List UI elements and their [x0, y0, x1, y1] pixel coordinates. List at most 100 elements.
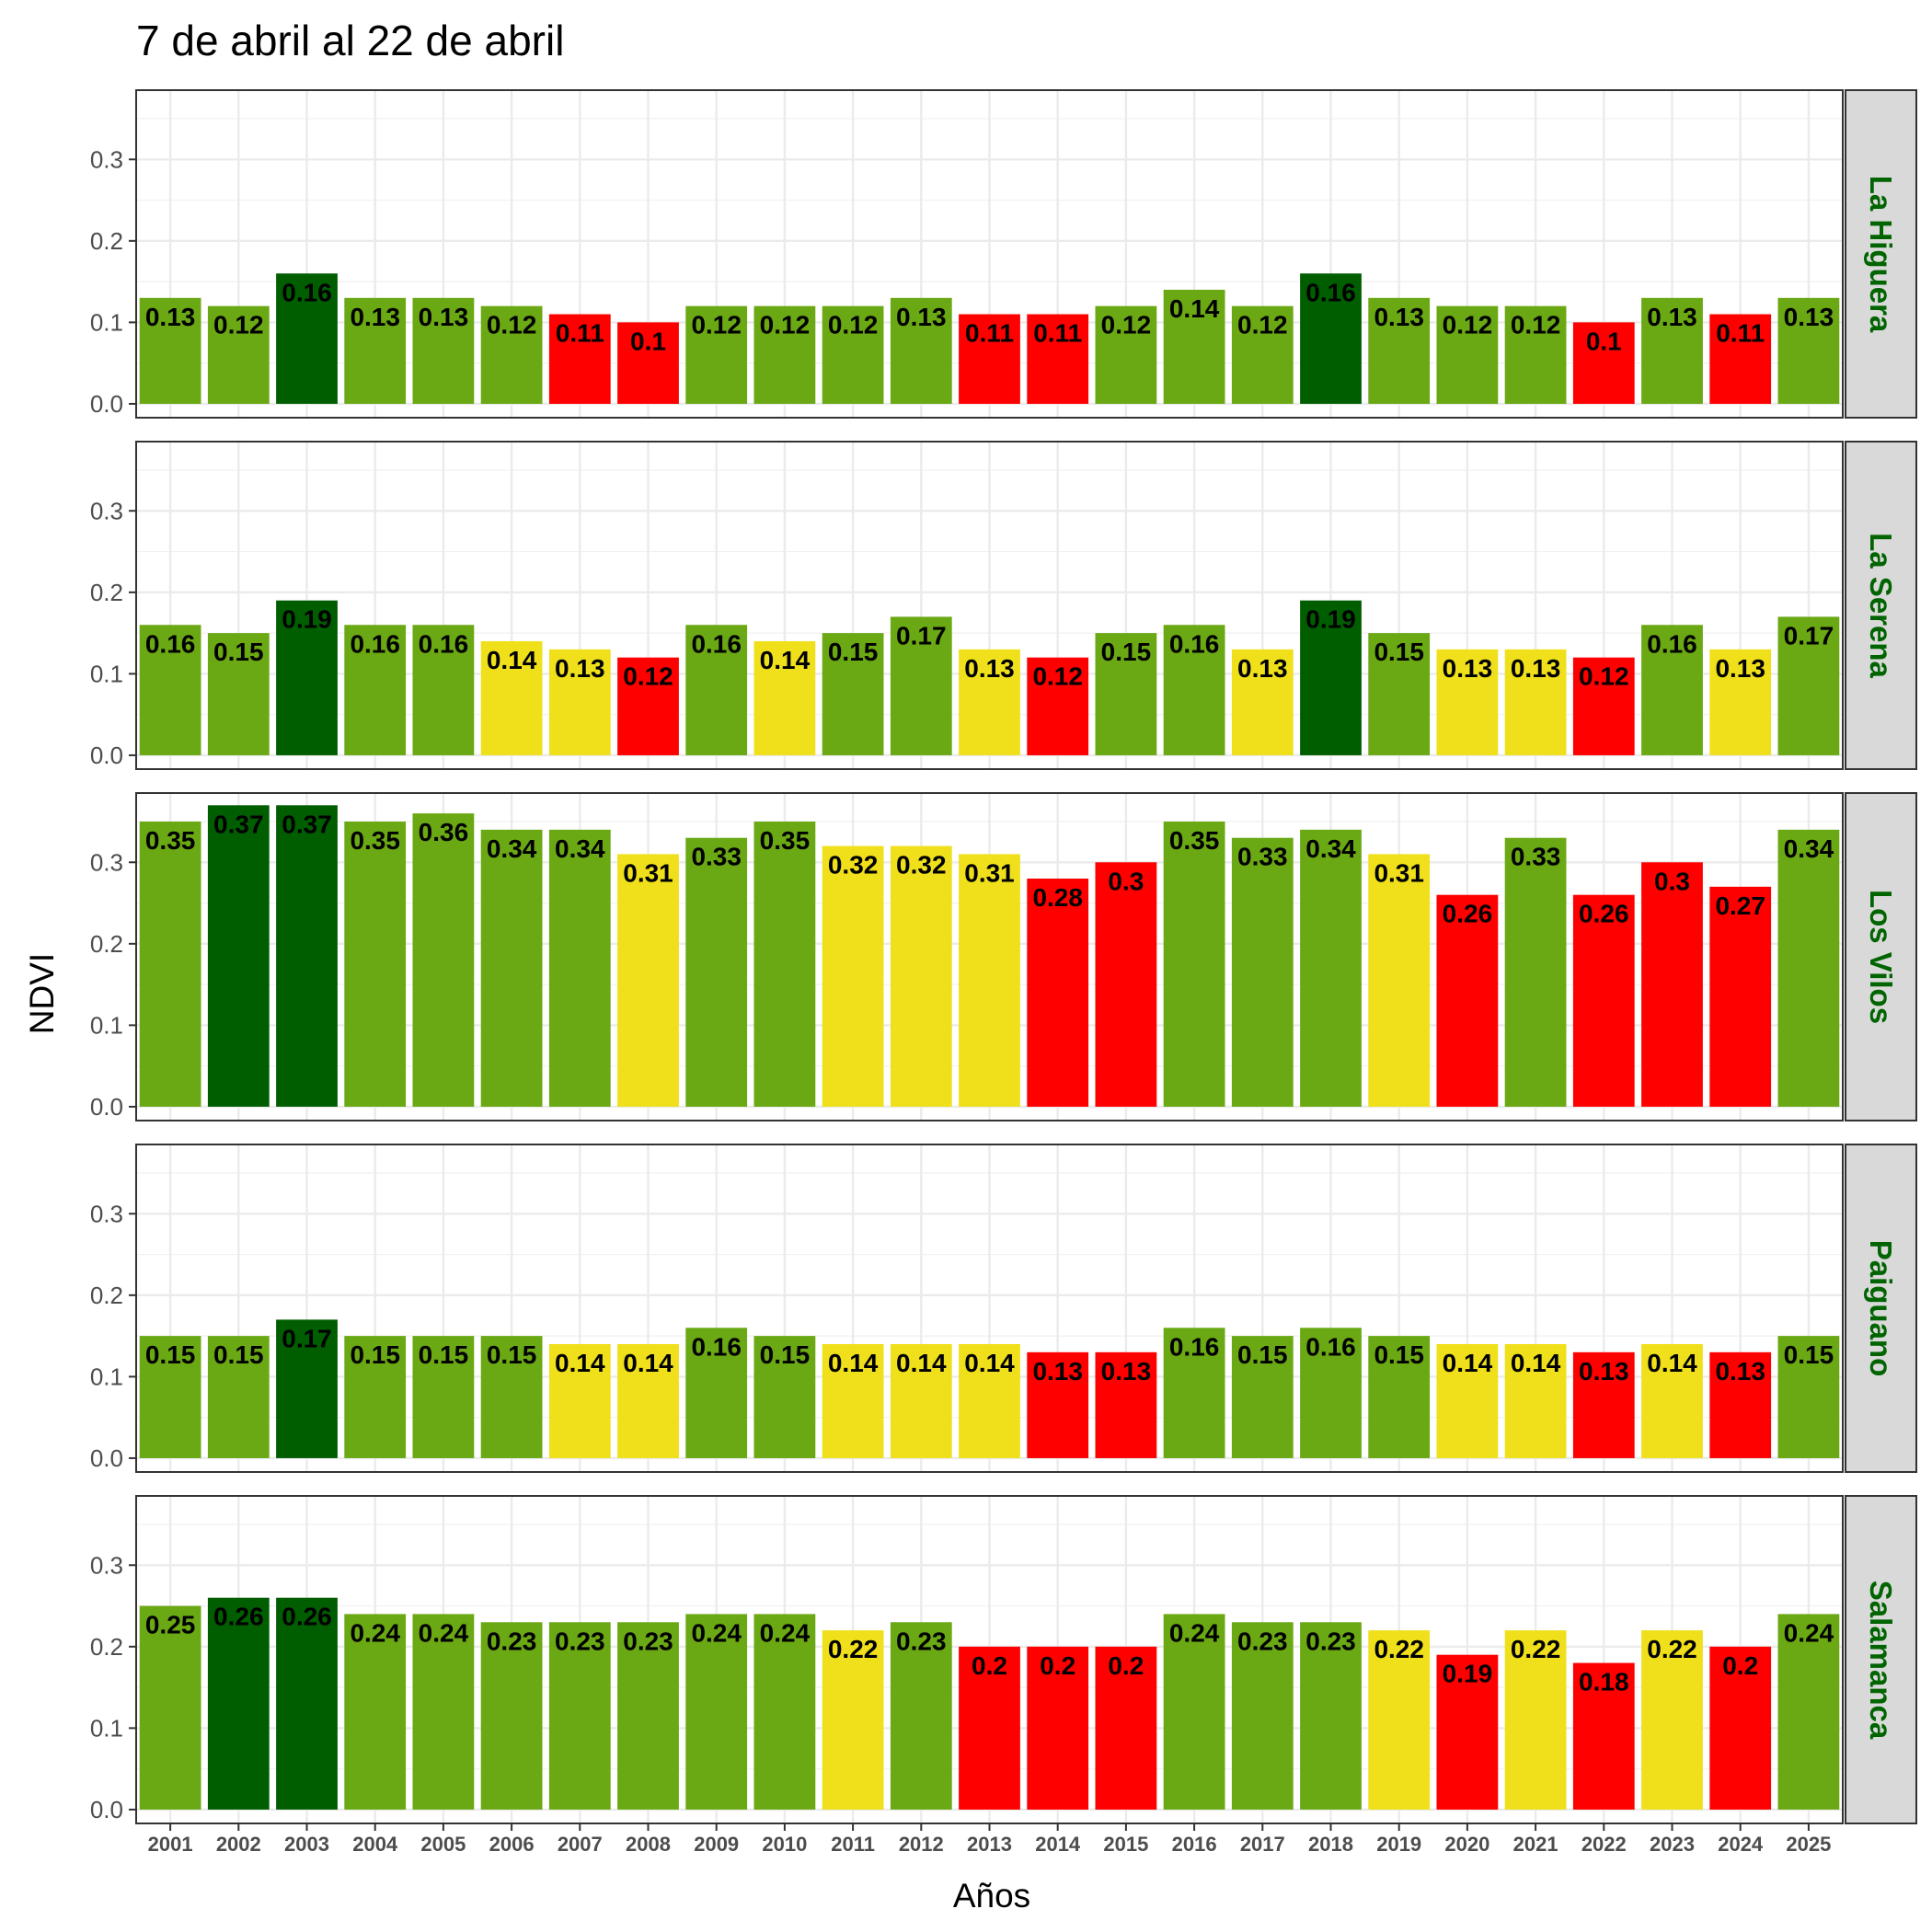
bar-label-la-serena-2001: 0.16 [145, 629, 196, 658]
bar-label-paiguano-2024: 0.13 [1715, 1357, 1765, 1386]
x-tick-label-2010: 2010 [762, 1833, 807, 1856]
bar-la-higuera-2020 [1436, 305, 1499, 404]
bar-label-salamanca-2020: 0.19 [1443, 1660, 1493, 1688]
bar-paiguano-2003 [276, 1319, 338, 1458]
bar-la-higuera-2015 [1095, 305, 1157, 404]
y-tick-label: 0.3 [90, 497, 123, 524]
bar-label-salamanca-2007: 0.23 [555, 1627, 605, 1655]
bar-label-la-serena-2010: 0.14 [760, 646, 811, 674]
bar-label-los-vilos-2010: 0.35 [760, 826, 811, 855]
bar-label-paiguano-2021: 0.14 [1511, 1349, 1561, 1377]
bar-label-paiguano-2005: 0.15 [419, 1340, 469, 1369]
bar-label-paiguano-2023: 0.14 [1647, 1349, 1697, 1377]
facet-label-la-serena: La Serena [1864, 533, 1898, 678]
bar-label-la-higuera-2002: 0.12 [213, 311, 264, 339]
bar-label-la-higuera-2021: 0.12 [1511, 311, 1561, 339]
bar-label-salamanca-2008: 0.23 [623, 1627, 673, 1655]
y-tick-label: 0.1 [90, 1011, 123, 1039]
x-tick-label-2008: 2008 [626, 1833, 671, 1856]
bar-la-serena-2022 [1572, 657, 1635, 755]
bar-label-la-higuera-2018: 0.16 [1305, 278, 1356, 306]
bar-salamanca-2009 [685, 1614, 748, 1810]
bar-label-la-serena-2018: 0.19 [1305, 605, 1356, 634]
bar-la-serena-2025 [1777, 616, 1840, 755]
bar-la-higuera-2008 [617, 322, 679, 404]
bar-label-la-higuera-2014: 0.11 [1033, 319, 1082, 348]
panel-border [135, 1144, 1844, 1473]
bar-paiguano-2025 [1777, 1336, 1840, 1458]
bar-los-vilos-2008 [617, 854, 679, 1107]
bar-label-los-vilos-2012: 0.32 [896, 851, 947, 880]
bar-label-la-higuera-2024: 0.11 [1716, 319, 1765, 348]
bar-label-la-higuera-2011: 0.12 [828, 311, 879, 339]
panel-border [135, 89, 1844, 419]
bar-label-la-serena-2024: 0.13 [1715, 654, 1765, 683]
x-tick-label-2018: 2018 [1308, 1833, 1353, 1856]
x-tick-label-2025: 2025 [1786, 1833, 1831, 1856]
bar-label-la-higuera-2022: 0.1 [1586, 327, 1622, 355]
bar-los-vilos-2015 [1095, 862, 1157, 1107]
x-tick-label-2023: 2023 [1650, 1833, 1695, 1856]
bar-los-vilos-2012 [890, 845, 952, 1107]
bar-label-la-higuera-2006: 0.12 [487, 311, 537, 339]
bar-salamanca-2004 [344, 1614, 407, 1810]
bar-label-la-serena-2006: 0.14 [487, 646, 537, 674]
panel-paiguano: 0.15 0.15 0.17 0.15 0.15 0.15 0.14 0.14 0.16 0.15… [90, 1144, 1917, 1473]
bar-la-serena-2024 [1709, 649, 1772, 755]
bar-label-salamanca-2023: 0.22 [1647, 1635, 1697, 1663]
bar-label-los-vilos-2014: 0.28 [1032, 883, 1083, 912]
bar-paiguano-2020 [1436, 1343, 1499, 1458]
bar-la-serena-2002 [207, 633, 270, 755]
x-tick-label-2013: 2013 [967, 1833, 1012, 1856]
facet-strip-los-vilos [1845, 792, 1917, 1121]
bar-los-vilos-2011 [822, 845, 884, 1107]
bar-label-salamanca-2013: 0.2 [972, 1651, 1007, 1680]
bar-salamanca-2013 [959, 1646, 1020, 1810]
bar-la-higuera-2014 [1027, 314, 1089, 404]
bar-los-vilos-2002 [207, 805, 270, 1107]
bar-la-higuera-2013 [959, 314, 1020, 404]
bar-los-vilos-2005 [412, 813, 475, 1107]
bar-la-serena-2015 [1095, 633, 1157, 755]
bar-paiguano-2007 [548, 1343, 611, 1458]
chart-title: 7 de abril al 22 de abril [136, 17, 564, 64]
bar-salamanca-2014 [1027, 1646, 1089, 1810]
bar-label-la-serena-2022: 0.12 [1579, 662, 1629, 691]
x-tick-label-2001: 2001 [148, 1833, 193, 1856]
bar-los-vilos-2024 [1709, 886, 1772, 1107]
bar-label-los-vilos-2001: 0.35 [145, 826, 196, 855]
bar-label-salamanca-2017: 0.23 [1237, 1627, 1288, 1655]
bar-paiguano-2009 [685, 1328, 748, 1458]
bar-label-la-higuera-2010: 0.12 [760, 311, 811, 339]
bar-la-serena-2023 [1641, 625, 1703, 755]
bar-label-salamanca-2005: 0.24 [419, 1618, 469, 1647]
facet-label-paiguano: Paiguano [1864, 1240, 1898, 1377]
bar-label-la-serena-2002: 0.15 [213, 638, 264, 666]
bar-label-paiguano-2009: 0.16 [691, 1332, 742, 1361]
bar-la-serena-2004 [344, 625, 407, 755]
panel-la-higuera: 0.13 0.12 0.16 0.13 0.13 0.12 0.11 0.1 0.12 0.12 0… [90, 89, 1917, 419]
bar-label-los-vilos-2015: 0.3 [1108, 867, 1144, 895]
bar-la-serena-2008 [617, 657, 679, 755]
bar-la-higuera-2010 [753, 305, 816, 404]
bar-la-serena-2021 [1504, 649, 1567, 755]
facet-strip-la-serena [1845, 441, 1917, 770]
bar-label-la-higuera-2003: 0.16 [282, 278, 332, 306]
y-tick-label: 0.1 [90, 1363, 123, 1390]
bar-label-salamanca-2015: 0.2 [1108, 1651, 1144, 1680]
bar-la-higuera-2003 [276, 273, 338, 404]
bar-label-paiguano-2017: 0.15 [1237, 1340, 1288, 1369]
y-tick-label: 0.2 [90, 227, 123, 255]
x-tick-label-2012: 2012 [899, 1833, 944, 1856]
bar-paiguano-2013 [959, 1343, 1020, 1458]
bar-label-la-serena-2011: 0.15 [828, 638, 879, 666]
facet-strip-paiguano [1845, 1144, 1917, 1473]
bar-la-serena-2012 [890, 616, 952, 755]
bar-salamanca-2017 [1231, 1622, 1294, 1810]
y-axis-title: NDVI [23, 953, 61, 1034]
x-tick-label-2009: 2009 [694, 1833, 739, 1856]
bar-la-higuera-2016 [1163, 289, 1225, 404]
bar-salamanca-2003 [276, 1597, 338, 1810]
facet-strip-salamanca [1845, 1495, 1917, 1824]
